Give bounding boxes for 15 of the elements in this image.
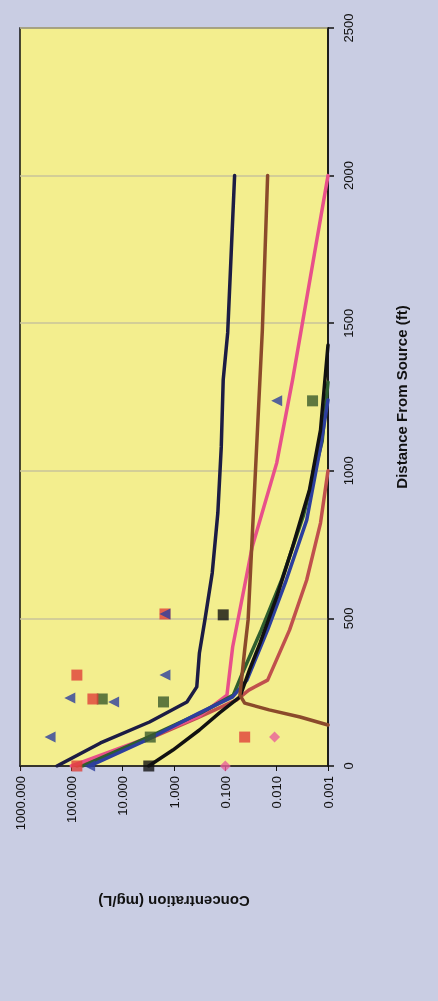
- y-tick-label: 2500: [341, 13, 356, 43]
- y-tick-label: 2000: [341, 161, 356, 191]
- y-tick-label: 500: [341, 607, 356, 630]
- x-axis-title: Concentration (mg/L): [98, 893, 250, 910]
- x-tick-label: 1000.000: [12, 776, 28, 831]
- x-tick-label: 100.000: [63, 776, 79, 823]
- y-axis-title: Distance From Source (ft): [393, 305, 410, 489]
- x-tick-label: 0.001: [320, 776, 336, 809]
- x-tick-label: 1.000: [166, 776, 182, 809]
- y-tick-label: 1500: [341, 308, 356, 338]
- y-tick-label: 1000: [341, 456, 356, 486]
- x-tick-label: 10.000: [115, 776, 131, 816]
- x-tick-label: 0.100: [217, 776, 233, 809]
- x-tick-label: 0.010: [269, 776, 285, 809]
- y-tick-label: 0: [341, 762, 356, 770]
